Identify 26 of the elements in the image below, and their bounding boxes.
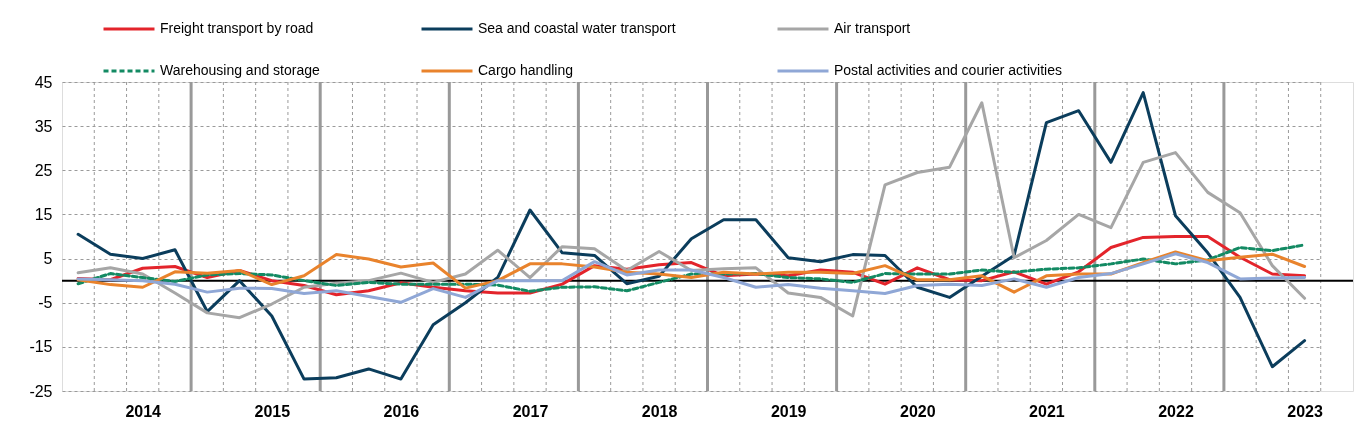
x-tick-label: 2015 <box>254 402 291 420</box>
y-tick-label: 5 <box>43 250 53 268</box>
legend-label: Postal activities and courier activities <box>834 62 1062 78</box>
x-tick-label: 2017 <box>512 402 549 420</box>
x-tick-label: 2016 <box>383 402 420 420</box>
x-tick-label: 2021 <box>1029 402 1065 420</box>
legend-label: Warehousing and storage <box>160 62 321 78</box>
y-tick-label: -25 <box>29 382 53 400</box>
x-tick-label: 2020 <box>899 402 936 420</box>
x-tick-label: 2014 <box>125 402 162 420</box>
y-tick-label: 45 <box>34 73 53 91</box>
x-tick-label: 2018 <box>641 402 678 420</box>
y-tick-label: -15 <box>29 338 53 356</box>
x-tick-label: 2019 <box>770 402 807 420</box>
y-tick-label: 15 <box>34 205 53 223</box>
y-tick-label: 35 <box>34 117 53 135</box>
line-series <box>76 91 1307 381</box>
x-tick-label: 2022 <box>1158 402 1194 420</box>
line-series <box>76 252 1307 304</box>
legend-label: Freight transport by road <box>160 20 314 36</box>
legend-label: Sea and coastal water transport <box>478 20 676 36</box>
y-tick-label: 25 <box>34 161 53 179</box>
legend-label: Air transport <box>834 20 911 36</box>
y-tick-label: -5 <box>38 294 53 312</box>
legend-label: Cargo handling <box>478 62 573 78</box>
x-tick-label: 2023 <box>1287 402 1323 420</box>
